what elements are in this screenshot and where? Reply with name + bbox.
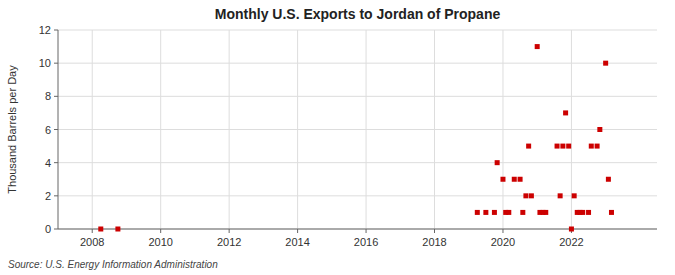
x-axis-line: [58, 229, 657, 230]
point: [520, 210, 525, 215]
tick-label: 4: [45, 157, 51, 169]
point: [483, 210, 488, 215]
point: [572, 193, 577, 198]
tick-label: 2012: [217, 236, 241, 248]
point: [518, 177, 523, 182]
grid-line: [571, 30, 572, 229]
grid-line: [58, 162, 657, 163]
point: [603, 61, 608, 66]
point: [580, 210, 585, 215]
grid-line: [58, 96, 657, 97]
tick-label: 2020: [491, 236, 515, 248]
grid-line: [502, 30, 503, 229]
point: [529, 193, 534, 198]
tick-mark: [54, 195, 58, 196]
point: [566, 144, 571, 149]
point: [506, 210, 511, 215]
source-note: Source: U.S. Energy Information Administ…: [8, 259, 218, 270]
tick-mark: [54, 129, 58, 130]
point: [595, 144, 600, 149]
grid-line: [58, 30, 657, 31]
tick-label: 2014: [285, 236, 309, 248]
tick-label: 2016: [354, 236, 378, 248]
grid-line: [229, 30, 230, 229]
tick-label: 2: [45, 190, 51, 202]
grid-line: [160, 30, 161, 229]
point: [586, 210, 591, 215]
chart: 0 2 4 6 8 10 12 2008 2010 2012 2014 2016 2018 2020 202…: [0, 0, 675, 275]
point: [597, 127, 602, 132]
tick-label: 2010: [148, 236, 172, 248]
tick-mark: [502, 229, 503, 233]
tick-label: 2018: [422, 236, 446, 248]
y-axis-label: Thousand Barrels per Day: [6, 65, 18, 194]
point: [558, 193, 563, 198]
y-axis-line: [58, 30, 59, 229]
tick-label: 6: [45, 124, 51, 136]
tick-mark: [366, 229, 367, 233]
point: [115, 227, 120, 232]
title: Monthly U.S. Exports to Jordan of Propan…: [215, 6, 501, 22]
grid-line: [58, 229, 657, 230]
tick-label: 0: [45, 223, 51, 235]
point: [495, 160, 500, 165]
grid-line: [92, 30, 93, 229]
tick-label: 10: [39, 57, 51, 69]
grid-line: [366, 30, 367, 229]
grid-line: [434, 30, 435, 229]
point: [569, 227, 574, 232]
tick-mark: [54, 96, 58, 97]
tick-mark: [54, 162, 58, 163]
points: [98, 44, 614, 231]
tick-mark: [54, 63, 58, 64]
point: [543, 210, 548, 215]
axes: 0 2 4 6 8 10 12 2008 2010 2012 2014 2016 2018 2020 202…: [39, 24, 657, 248]
tick-mark: [92, 229, 93, 233]
grid-line: [58, 63, 657, 64]
point: [563, 110, 568, 115]
tick-mark: [297, 229, 298, 233]
point: [589, 144, 594, 149]
tick-mark: [54, 229, 58, 230]
point: [500, 177, 505, 182]
grid-line: [58, 129, 657, 130]
point: [98, 227, 103, 232]
point: [555, 144, 560, 149]
point: [560, 144, 565, 149]
point: [609, 210, 614, 215]
grid-line: [297, 30, 298, 229]
tick-label: 2022: [559, 236, 583, 248]
point: [523, 193, 528, 198]
point: [475, 210, 480, 215]
tick-label: 12: [39, 24, 51, 36]
tick-mark: [434, 229, 435, 233]
tick-mark: [54, 30, 58, 31]
grid-line: [58, 195, 657, 196]
tick-mark: [229, 229, 230, 233]
point: [492, 210, 497, 215]
point: [512, 177, 517, 182]
tick-label: 2008: [80, 236, 104, 248]
tick-mark: [160, 229, 161, 233]
point: [606, 177, 611, 182]
point: [535, 44, 540, 49]
tick-label: 8: [45, 90, 51, 102]
point: [526, 144, 531, 149]
grid: [58, 30, 657, 229]
